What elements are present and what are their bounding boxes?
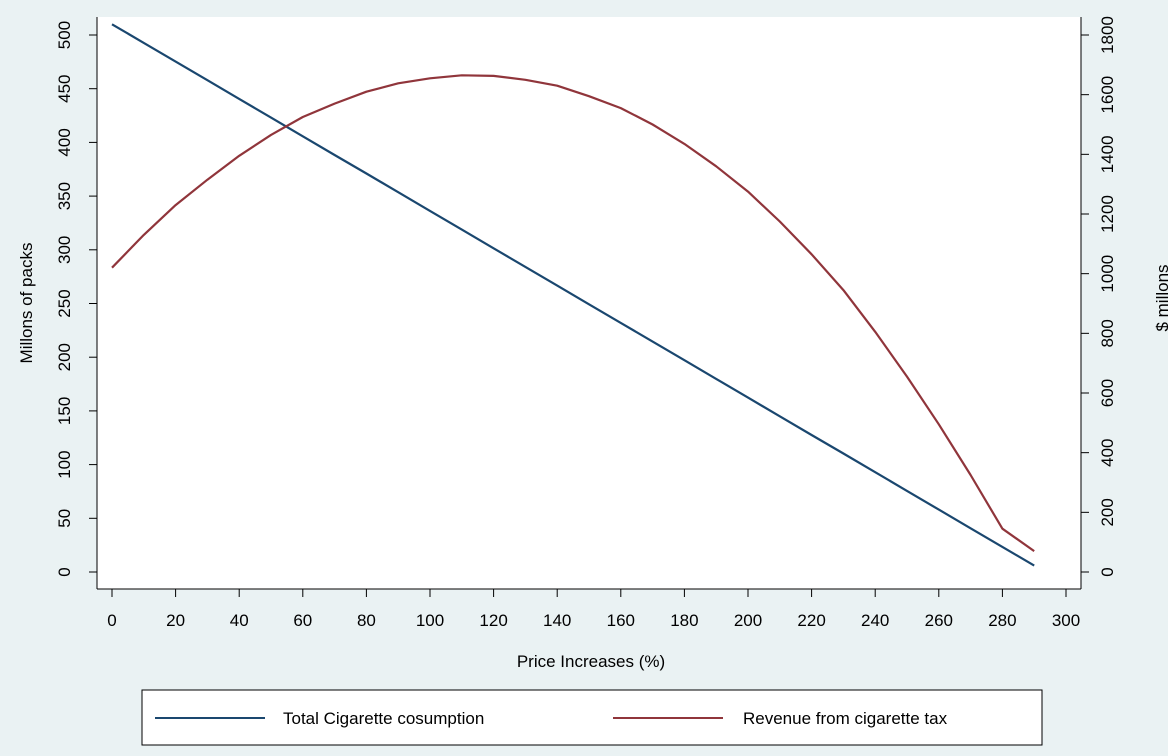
legend-label-revenue: Revenue from cigarette tax: [743, 709, 948, 728]
x-tick-label: 160: [607, 611, 635, 630]
x-tick-label: 100: [416, 611, 444, 630]
y-left-tick-label: 0: [55, 567, 74, 576]
y-left-tick-label: 300: [55, 236, 74, 264]
x-tick-label: 200: [734, 611, 762, 630]
y-right-tick-label: 200: [1098, 498, 1117, 526]
y-left-tick-label: 400: [55, 128, 74, 156]
legend-box: [141, 689, 1043, 746]
y-left-tick-label: 450: [55, 75, 74, 103]
legend-label-consumption: Total Cigarette cosumption: [283, 709, 484, 728]
y-right-tick-label: 800: [1098, 319, 1117, 347]
y-right-tick-label: 0: [1098, 567, 1117, 576]
y-left-ticks: 0 50 100 150 200 250 300 350 400 450 500: [55, 21, 97, 577]
x-tick-label: 280: [988, 611, 1016, 630]
y-left-tick-label: 150: [55, 397, 74, 425]
x-ticks: 0 20 40 60 80 100 120 140 160 180 200 220 240 260 280 3…: [107, 589, 1080, 630]
x-tick-label: 120: [479, 611, 507, 630]
x-tick-label: 40: [230, 611, 249, 630]
x-tick-label: 60: [293, 611, 312, 630]
x-tick-label: 0: [107, 611, 116, 630]
y-right-tick-label: 600: [1098, 379, 1117, 407]
x-tick-label: 220: [797, 611, 825, 630]
y-right-tick-label: 1400: [1098, 135, 1117, 173]
x-tick-label: 180: [670, 611, 698, 630]
y-left-tick-label: 100: [55, 450, 74, 478]
y-right-tick-label: 1000: [1098, 255, 1117, 293]
y-right-tick-label: 1200: [1098, 195, 1117, 233]
x-tick-label: 140: [543, 611, 571, 630]
y-left-axis-title: Millons of packs: [17, 243, 36, 364]
series-lines: [111, 23, 1035, 567]
y-right-tick-label: 1800: [1098, 16, 1117, 54]
x-tick-label: 80: [357, 611, 376, 630]
y-left-tick-label: 500: [55, 21, 74, 49]
series-line-1: [111, 74, 1035, 552]
x-axis-title: Price Increases (%): [517, 652, 665, 671]
y-right-tick-label: 1600: [1098, 76, 1117, 114]
x-tick-label: 240: [861, 611, 889, 630]
y-left-tick-label: 250: [55, 289, 74, 317]
x-tick-label: 260: [925, 611, 953, 630]
y-right-axis-title: $ millons: [1153, 264, 1168, 331]
y-left-tick-label: 350: [55, 182, 74, 210]
x-tick-label: 20: [166, 611, 185, 630]
y-right-tick-label: 400: [1098, 438, 1117, 466]
x-tick-label: 300: [1052, 611, 1080, 630]
y-right-ticks: 0 200 400 600 800 1000 1200 1400 1600 1800: [1081, 16, 1117, 577]
series-line-0: [111, 23, 1035, 567]
y-left-tick-label: 50: [55, 509, 74, 528]
y-left-tick-label: 200: [55, 343, 74, 371]
